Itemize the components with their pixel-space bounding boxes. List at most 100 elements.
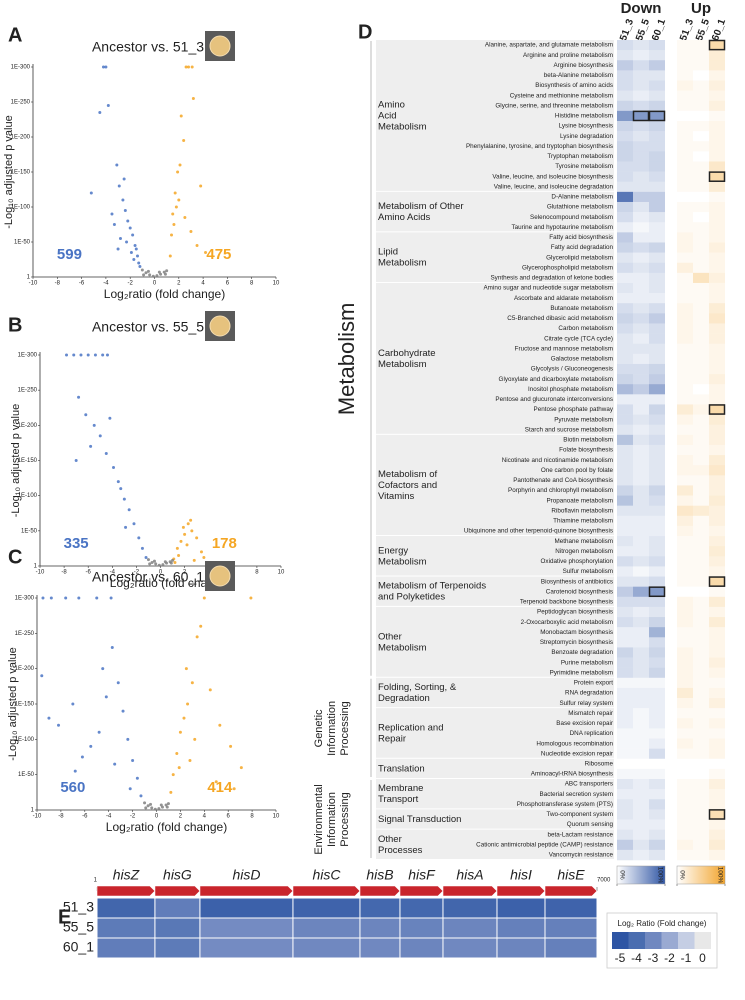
heat-cell (633, 758, 649, 770)
heat-cell (677, 829, 693, 841)
y-tick-label: 1 (34, 564, 38, 570)
row-label: Nitrogen metabolism (555, 548, 613, 555)
heat-cell (617, 414, 633, 425)
heat-cell (709, 515, 725, 527)
heat-cell (709, 141, 725, 152)
row-label: Amino sugar and nucleotide sugar metabol… (483, 285, 613, 292)
heat-cell (649, 161, 665, 172)
heat-cell (677, 556, 693, 567)
point (193, 737, 197, 741)
heat-cell (693, 40, 709, 51)
point (249, 596, 253, 600)
heat-cell (677, 566, 693, 577)
row-label: Sulfur metabolism (563, 568, 613, 575)
heat-cell (677, 657, 693, 668)
heat-cell (633, 809, 649, 820)
heat-cell (693, 515, 709, 527)
heat-cell (617, 70, 633, 81)
heat-cell (633, 434, 649, 446)
point (183, 216, 187, 219)
group-label: Translation (378, 763, 425, 774)
heat-cell (693, 475, 709, 486)
heat-cell (693, 303, 709, 314)
heat-cell (709, 384, 725, 395)
point (77, 395, 81, 399)
row-label: Riboflavin metabolism (551, 507, 613, 514)
heat-cell (617, 262, 633, 274)
heat-cell (617, 151, 633, 162)
heat-cell (617, 718, 633, 729)
row-label: Arginine and proline metabolism (523, 52, 613, 59)
heat-cell (709, 495, 725, 506)
heat-cell (693, 60, 709, 71)
heat-cell (709, 60, 725, 71)
row-label: Ribosome (585, 760, 614, 767)
heat-cell (649, 779, 665, 790)
point (122, 497, 126, 501)
heat-cell (709, 849, 725, 861)
row-label: Two-component system (547, 811, 614, 818)
heat-cell (693, 232, 709, 243)
heat-cell (709, 80, 725, 91)
heat-cell (617, 434, 633, 446)
gene-label: hisI (510, 867, 532, 883)
point (188, 759, 192, 763)
heat-cell (633, 60, 649, 71)
y-tick-label: 1E-200 (11, 135, 31, 141)
heat-cell (617, 90, 633, 102)
point (125, 240, 129, 244)
heat-cell (693, 212, 709, 223)
group-band (376, 434, 614, 536)
heat-cell (154, 937, 201, 959)
point (172, 223, 176, 226)
heat-cell (649, 323, 665, 334)
x-tick-label: -8 (58, 814, 64, 820)
heat-cell (677, 849, 693, 861)
heat-cell (617, 647, 633, 658)
heat-cell (633, 363, 649, 375)
heat-cell (709, 303, 725, 314)
heat-cell (649, 637, 665, 648)
heat-cell (617, 637, 633, 648)
heat-cell (633, 100, 649, 112)
heat-cell (649, 758, 665, 770)
x-tick-label: 6 (226, 281, 230, 287)
heat-cell (649, 232, 665, 243)
point (92, 423, 96, 427)
point (101, 353, 105, 357)
row-label: Phenylalanine, tyrosine, and tryptophan … (466, 143, 613, 150)
row-label: Histidine metabolism (555, 113, 613, 120)
heat-cell (617, 232, 633, 243)
point (134, 247, 138, 251)
row-label: Glutathione metabolism (547, 204, 613, 211)
heat-cell (677, 191, 693, 203)
highlight-box (708, 404, 726, 415)
point (182, 716, 186, 720)
heat-cell (677, 201, 693, 213)
heat-cell (693, 353, 709, 365)
point (175, 546, 179, 550)
heat-cell (709, 120, 725, 132)
x-axis-label: Log₂ratio (fold change) (104, 287, 225, 301)
heat-cell (677, 212, 693, 223)
point (124, 525, 128, 529)
heat-cell (709, 566, 725, 577)
heat-cell (709, 201, 725, 213)
legend-label: -4 (631, 951, 642, 965)
colony (209, 315, 231, 337)
heat-cell (693, 657, 709, 668)
heat-cell (633, 596, 649, 608)
point (177, 766, 181, 770)
heat-cell (633, 262, 649, 274)
row-label: Pantothenate and CoA biosynthesis (513, 477, 613, 484)
heat-cell (649, 829, 665, 841)
row-label: Galactose metabolism (551, 356, 613, 363)
point (229, 744, 233, 748)
heat-cell (649, 657, 665, 668)
heat-cell (617, 444, 633, 456)
heat-cell (633, 374, 649, 385)
heat-cell (649, 698, 665, 709)
legend-label: 0 (699, 951, 706, 965)
heat-cell (709, 546, 725, 557)
heat-cell (633, 181, 649, 193)
